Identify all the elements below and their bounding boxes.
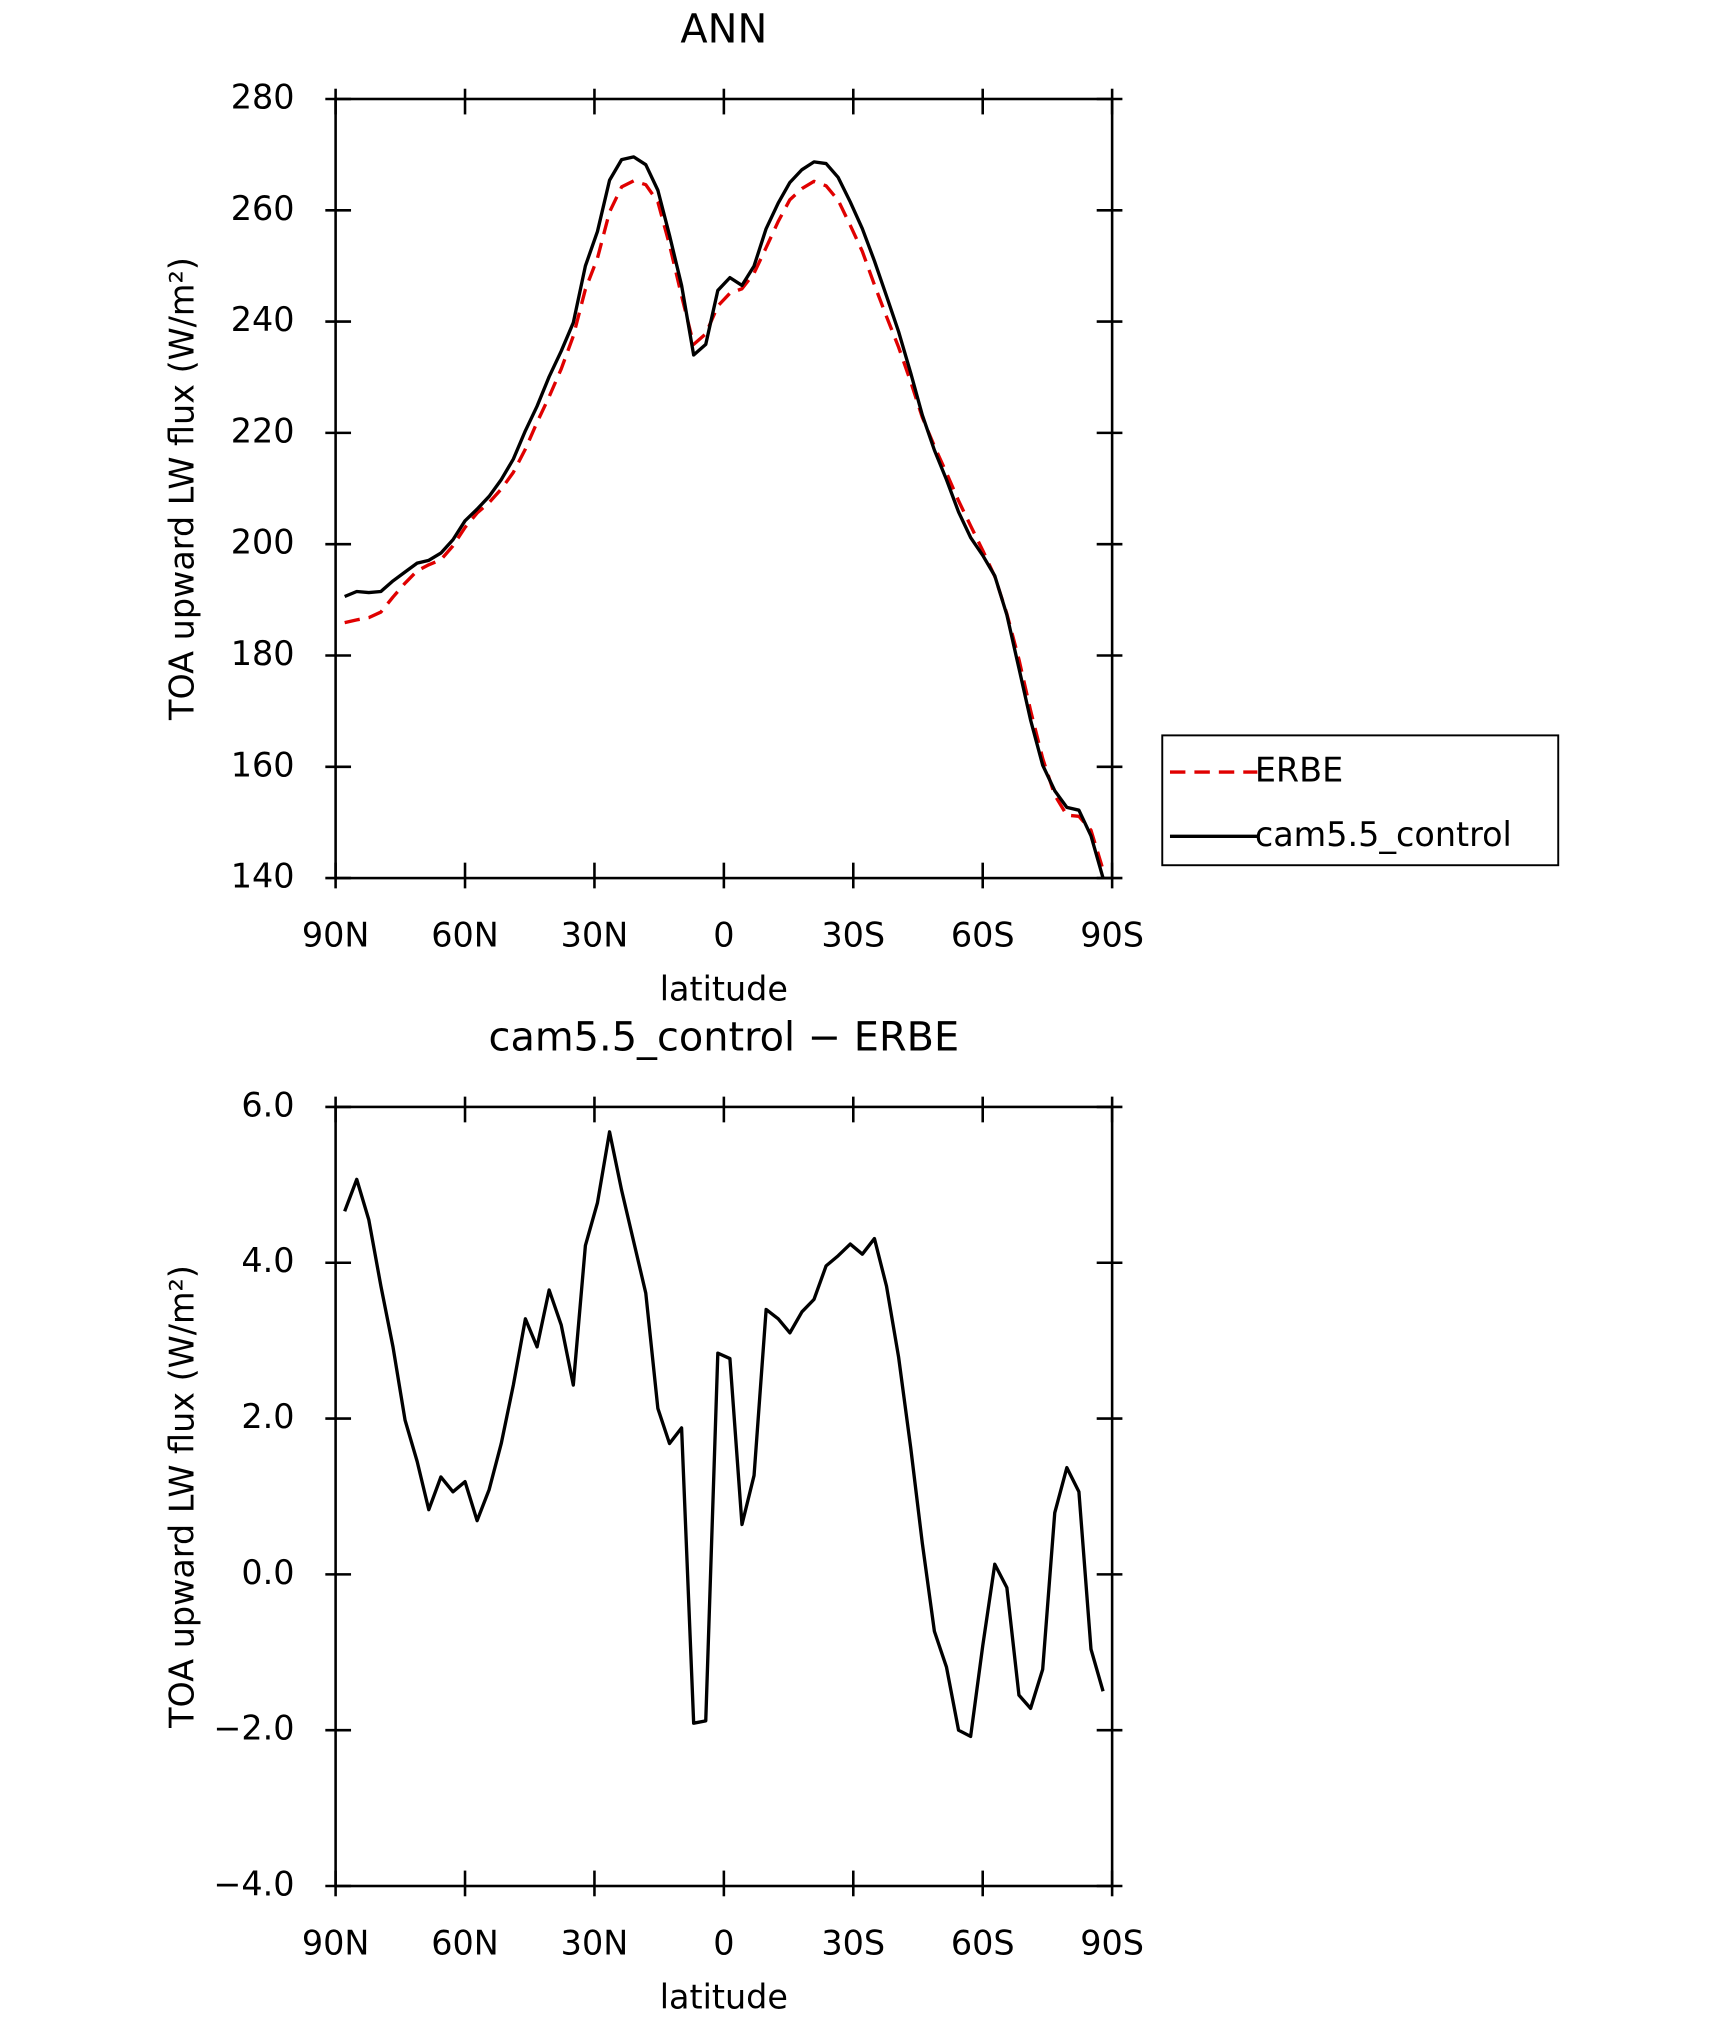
y-tick-label: 240 [231,300,295,339]
line-series [344,179,1105,871]
y-tick-label: 160 [231,745,295,784]
legend-box [1161,734,1560,867]
x-tick-label: 90S [1080,916,1144,955]
y-tick-label: 200 [231,523,295,562]
x-tick-label: 60S [951,916,1015,955]
chart-title: cam5.5_control − ERBE [489,1015,960,1061]
y-axis-label: TOA upward LW flux (W/m²) [162,257,201,721]
x-tick-label: 60S [951,1924,1015,1963]
x-tick-label: 30S [821,1924,885,1963]
chart-title: ANN [680,7,767,53]
y-tick-label: −4.0 [213,1865,294,1904]
x-axis-label: latitude [660,970,788,1009]
y-tick-label: 140 [231,857,295,896]
y-tick-label: 0.0 [241,1553,294,1592]
y-tick-label: 180 [231,634,295,673]
legend-label: ERBE [1255,751,1343,790]
y-tick-label: 280 [231,77,295,116]
y-tick-label: 260 [231,189,295,228]
y-tick-label: 220 [231,411,295,450]
x-tick-label: 90S [1080,1924,1144,1963]
line-series [344,155,1105,879]
x-tick-label: 30N [561,916,629,955]
x-tick-label: 0 [713,916,734,955]
plot-frame [334,1105,1114,1888]
x-tick-label: 60N [431,1924,499,1963]
y-tick-label: 6.0 [241,1085,294,1124]
x-tick-label: 30N [561,1924,629,1963]
x-tick-label: 30S [821,916,885,955]
line-series [343,1130,1105,1739]
legend-label: cam5.5_control [1255,815,1512,854]
plot-frame [334,97,1114,880]
x-axis-label: latitude [660,1978,788,2017]
y-tick-label: 2.0 [241,1397,294,1436]
x-tick-label: 0 [713,1924,734,1963]
y-tick-label: 4.0 [241,1241,294,1280]
y-tick-label: −2.0 [213,1709,294,1748]
x-tick-label: 90N [302,916,370,955]
y-axis-label: TOA upward LW flux (W/m²) [162,1265,201,1729]
x-tick-label: 60N [431,916,499,955]
x-tick-label: 90N [302,1924,370,1963]
